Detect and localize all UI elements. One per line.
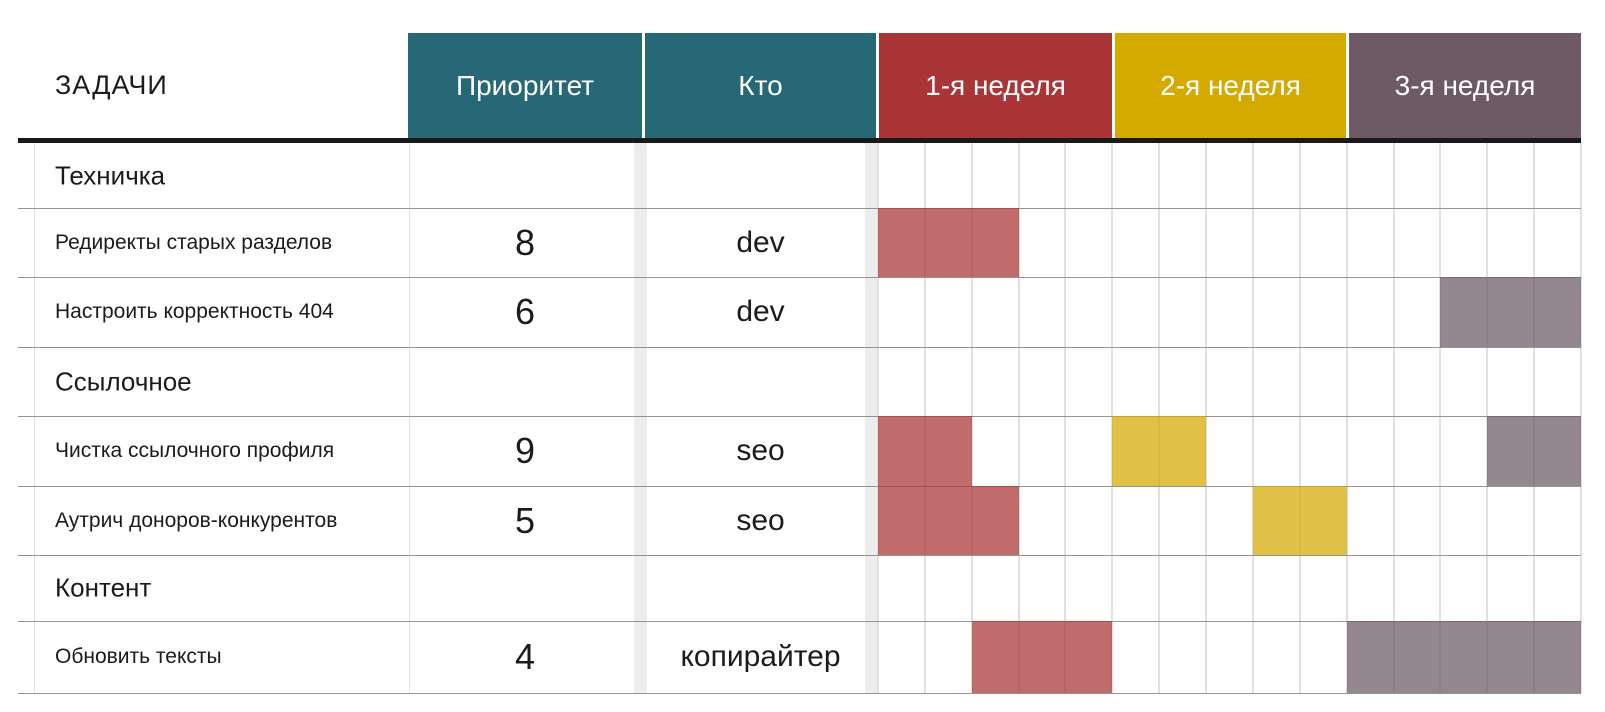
task-name: Обновить тексты bbox=[55, 645, 222, 668]
task-row: Настроить корректность 404 6 dev bbox=[18, 277, 1581, 348]
section-title: Контент bbox=[55, 572, 152, 603]
gantt-bar-week1 bbox=[878, 486, 1019, 555]
header-week2: 2-я неделя bbox=[1115, 33, 1346, 138]
task-row: Редиректы старых разделов 8 dev bbox=[18, 208, 1581, 278]
day-gridline bbox=[1392, 143, 1395, 693]
gantt-bar-week1 bbox=[878, 416, 972, 486]
tasks-column-title: ЗАДАЧИ bbox=[55, 70, 168, 100]
header-priority: Приоритет bbox=[408, 33, 642, 138]
task-assignee: seo bbox=[736, 434, 785, 467]
section-title: Ссылочное bbox=[55, 366, 192, 396]
gantt-bar-week2 bbox=[1112, 416, 1207, 486]
gantt-bar-week3 bbox=[1487, 416, 1581, 486]
tasks-priority-separator bbox=[409, 143, 410, 693]
task-row: Чистка ссылочного профиля 9 seo bbox=[18, 416, 1581, 487]
task-priority: 9 bbox=[514, 430, 536, 471]
task-name: Редиректы старых разделов bbox=[55, 230, 333, 254]
task-name: Настроить корректность 404 bbox=[55, 300, 334, 323]
task-priority: 5 bbox=[514, 499, 536, 541]
header-who: Кто bbox=[645, 33, 876, 138]
header-week1: 1-я неделя bbox=[879, 33, 1112, 138]
task-assignee: копирайтер bbox=[680, 640, 841, 673]
day-gridline bbox=[1345, 143, 1348, 693]
section-row: Техничка bbox=[18, 143, 1581, 209]
day-gridline bbox=[970, 143, 973, 693]
header-week3: 3-я неделя bbox=[1349, 33, 1581, 138]
table-left-border bbox=[34, 143, 35, 693]
task-assignee: dev bbox=[736, 295, 785, 328]
task-priority: 6 bbox=[514, 291, 536, 332]
gantt-bar-week3 bbox=[1440, 277, 1581, 347]
task-assignee: dev bbox=[736, 225, 785, 259]
gantt-bar-week3 bbox=[1346, 621, 1581, 693]
gantt-bar-week2 bbox=[1252, 486, 1347, 555]
section-row: Ссылочное bbox=[18, 347, 1581, 417]
task-name: Аутрич доноров-конкурентов bbox=[55, 508, 338, 532]
day-gridline bbox=[1439, 143, 1442, 693]
task-row: Аутрич доноров-конкурентов 5 seo bbox=[18, 486, 1581, 556]
section-title: Техничка bbox=[55, 160, 166, 190]
task-assignee: seo bbox=[736, 503, 785, 537]
gantt-bar-week1 bbox=[971, 621, 1113, 693]
day-gridline bbox=[1251, 143, 1254, 693]
day-gridline bbox=[1298, 143, 1301, 693]
task-priority: 8 bbox=[514, 221, 536, 263]
day-gridline bbox=[1205, 143, 1208, 693]
task-row: Обновить тексты 4 копирайтер bbox=[18, 621, 1581, 694]
day-gridline bbox=[1064, 143, 1067, 693]
header-divider-line bbox=[18, 138, 1581, 143]
day-gridline bbox=[1017, 143, 1020, 693]
section-row: Контент bbox=[18, 555, 1581, 622]
task-priority: 4 bbox=[514, 636, 536, 677]
day-gridline bbox=[1580, 143, 1582, 693]
gantt-bar-week1 bbox=[878, 208, 1019, 277]
task-name: Чистка ссылочного профиля bbox=[55, 439, 335, 462]
